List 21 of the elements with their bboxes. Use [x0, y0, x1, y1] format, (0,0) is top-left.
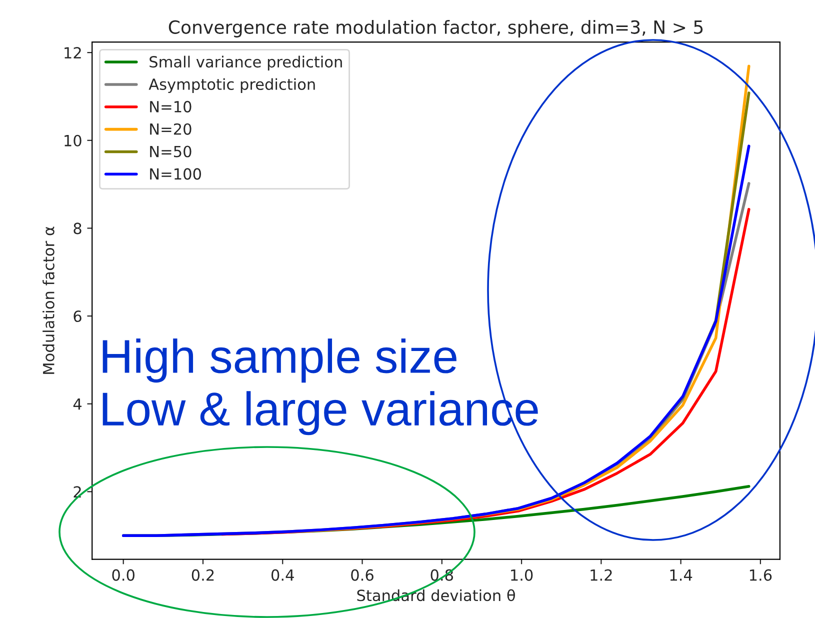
chart-title: Convergence rate modulation factor, sphere, dim=3, N > 5	[168, 20, 703, 38]
legend-label: N=100	[150, 168, 201, 180]
y-tick-label: 12	[64, 47, 81, 58]
x-tick-label: 0.4	[271, 569, 294, 581]
y-tick-label: 8	[74, 222, 82, 234]
legend-label: N=20	[150, 123, 192, 135]
x-tick-label: 0.6	[351, 569, 374, 581]
x-tick-label: 1.4	[670, 569, 692, 581]
x-tick-label: 1.2	[590, 569, 612, 581]
legend-label: N=10	[150, 100, 192, 112]
legend-label: N=50	[150, 146, 192, 158]
x-tick-label: 1.6	[750, 569, 772, 581]
y-tick-label: 4	[73, 398, 82, 410]
y-axis-title: Modulation factor α	[42, 226, 54, 374]
legend-label: Asymptotic prediction	[148, 78, 315, 93]
legend-label: Small variance prediction	[150, 56, 342, 71]
y-tick-label: 10	[64, 134, 82, 146]
x-tick-label: 1.0	[511, 569, 533, 581]
x-tick-label: 0.2	[192, 569, 214, 581]
x-tick-label: 0.0	[112, 569, 134, 581]
y-tick-label: 6	[74, 310, 82, 322]
